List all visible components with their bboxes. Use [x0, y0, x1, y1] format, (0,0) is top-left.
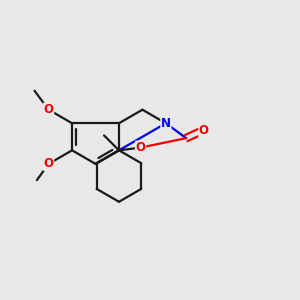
Text: O: O [44, 158, 54, 170]
Text: O: O [199, 124, 209, 136]
Text: O: O [44, 103, 54, 116]
Text: O: O [136, 141, 146, 154]
Text: N: N [161, 117, 171, 130]
